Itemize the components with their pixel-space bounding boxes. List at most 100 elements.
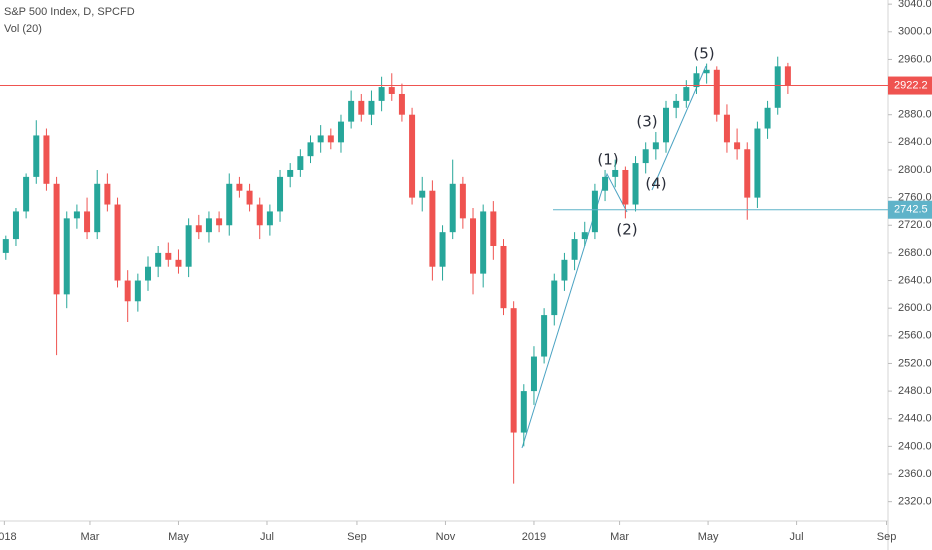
wave-label: (5): [693, 45, 714, 63]
price-label-box: [888, 76, 932, 95]
candle-body: [337, 121, 344, 143]
candle-body: [723, 114, 730, 143]
candle-body: [114, 204, 121, 281]
y-tick-label: 2840.0: [898, 136, 932, 148]
candle-body: [530, 356, 537, 392]
candle-body: [673, 100, 680, 108]
candle-body: [744, 149, 751, 198]
candle-body: [165, 252, 172, 260]
candle-body: [784, 66, 791, 86]
candle-body: [652, 142, 659, 150]
x-tick-label: Sep: [877, 531, 897, 543]
candle-body: [419, 190, 426, 198]
y-tick-label: 2520.0: [898, 357, 932, 369]
candle-body: [378, 87, 385, 101]
candle-body: [53, 183, 60, 295]
y-tick-label: 2880.0: [898, 109, 932, 121]
candle-body: [449, 183, 456, 233]
wave-label: (3): [636, 113, 657, 131]
y-tick-label: 2600.0: [898, 302, 932, 314]
candle-body: [348, 100, 355, 122]
candle-body: [591, 190, 598, 233]
candle-body: [490, 211, 497, 246]
candle-body: [409, 114, 416, 198]
candle-body: [277, 176, 284, 212]
candle-body: [561, 259, 568, 281]
candle-body: [439, 232, 446, 267]
candles: [2, 56, 791, 484]
candle-body: [612, 169, 619, 177]
candle-body: [287, 169, 294, 177]
y-tick-label: 2720.0: [898, 219, 932, 231]
candle-body: [266, 211, 273, 226]
candle-body: [2, 239, 9, 253]
x-tick-label: Mar: [80, 531, 99, 543]
price-label: 2922.2: [894, 79, 928, 91]
candle-body: [571, 239, 578, 260]
candle-body: [551, 280, 558, 316]
y-tick-label: 2760.0: [898, 192, 932, 204]
candle-body: [581, 232, 588, 240]
candle-body: [734, 142, 741, 150]
candle-body: [307, 142, 314, 157]
candle-body: [510, 308, 517, 433]
candle-body: [226, 183, 233, 226]
wave-label: (2): [616, 221, 637, 239]
x-tick-label: Mar: [610, 531, 629, 543]
candle-body: [23, 176, 30, 212]
candle-body: [195, 225, 202, 233]
candle-body: [632, 163, 639, 205]
candle-body: [73, 211, 80, 219]
x-tick-label: 2019: [522, 531, 546, 543]
y-tick-label: 2680.0: [898, 247, 932, 259]
y-tick-label: 3000.0: [898, 26, 932, 38]
candle-body: [541, 315, 548, 357]
candle-body: [358, 100, 365, 115]
chart-subtitle: Vol (20): [4, 23, 42, 35]
candle-body: [175, 259, 182, 267]
x-tick-label: 2018: [0, 531, 17, 543]
wave-label: (1): [597, 151, 618, 169]
trend-lines: [521, 65, 707, 449]
candle-body: [663, 107, 669, 143]
candle-body: [84, 211, 91, 233]
candle-body: [368, 100, 375, 115]
y-tick-label: 2360.0: [898, 468, 932, 480]
candle-body: [104, 183, 111, 205]
candle-body: [693, 73, 700, 88]
x-tick-label: May: [168, 531, 189, 543]
candle-body: [124, 280, 131, 302]
candle-body: [398, 93, 405, 115]
candle-body: [500, 245, 507, 309]
trend-line: [521, 172, 628, 449]
candle-body: [63, 218, 70, 295]
candle-body: [480, 211, 487, 274]
candle-body: [520, 391, 527, 433]
candle-body: [703, 69, 710, 74]
candle-body: [246, 190, 253, 205]
price-label: 2742.5: [894, 204, 928, 216]
candle-body: [33, 135, 40, 177]
candle-body: [216, 218, 223, 226]
candle-body: [622, 169, 629, 205]
candle-body: [642, 149, 649, 164]
candle-body: [134, 280, 141, 302]
candle-body: [388, 87, 395, 94]
candle-body: [774, 66, 781, 108]
y-tick-label: 2640.0: [898, 274, 932, 286]
x-tick-label: Jul: [790, 531, 804, 543]
x-tick-label: Nov: [436, 531, 456, 543]
y-tick-label: 3040.0: [898, 0, 932, 10]
y-tick-label: 2440.0: [898, 413, 932, 425]
y-tick-label: 2480.0: [898, 385, 932, 397]
candle-body: [459, 183, 466, 219]
price-label-box: [888, 200, 932, 219]
candle-body: [470, 218, 477, 274]
y-tick-label: 2560.0: [898, 330, 932, 342]
candle-body: [602, 176, 609, 191]
candle-body: [145, 266, 151, 281]
candle-body: [327, 135, 334, 143]
y-tick-label: 2960.0: [898, 53, 932, 65]
